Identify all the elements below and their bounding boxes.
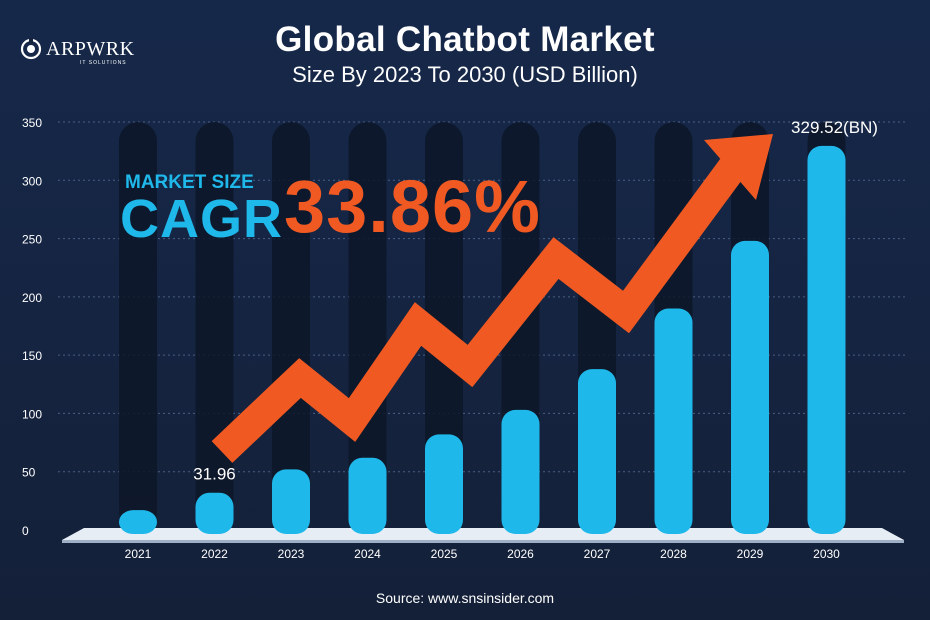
bar-2021: [119, 510, 157, 534]
bar-2028: [654, 308, 693, 534]
market-size-label: MARKET SIZE: [125, 172, 254, 193]
x-tick-label: 2025: [431, 547, 458, 561]
data-label: 31.96: [193, 465, 236, 484]
x-tick-label: 2027: [584, 547, 611, 561]
cagr-label: CAGR: [120, 189, 283, 249]
x-tick-label: 2021: [125, 547, 152, 561]
bar-2027: [578, 369, 616, 534]
trend-arrow-shaft: [211, 151, 751, 463]
y-tick-label: 100: [22, 407, 42, 421]
page-title: Global Chatbot Market: [275, 20, 655, 59]
x-tick-label: 2026: [507, 547, 534, 561]
axis-floor-edge: [62, 540, 904, 543]
x-tick-label: 2023: [278, 547, 305, 561]
logo: ARPWRK IT SOLUTIONS: [20, 38, 135, 66]
y-tick-label: 250: [22, 233, 42, 247]
bar-2030: [807, 145, 846, 534]
source-text: Source: www.snsinsider.com: [375, 590, 555, 606]
x-tick-label: 2022: [201, 547, 228, 561]
y-tick-label: 50: [22, 466, 36, 480]
y-tick-label: 200: [22, 291, 42, 305]
y-tick-label: 0: [22, 524, 29, 538]
axis-floor: [62, 528, 904, 540]
bar-track: [195, 122, 234, 530]
x-tick-label: 2024: [354, 547, 381, 561]
logo-icon: [20, 38, 42, 60]
bar-track: [272, 122, 310, 530]
x-tick-label: 2029: [737, 547, 764, 561]
y-tick-label: 150: [22, 349, 42, 363]
y-tick-label: 300: [22, 174, 42, 188]
cagr-value: 33.86%: [284, 165, 541, 248]
x-tick-label: 2028: [660, 547, 687, 561]
bar-2025: [425, 434, 463, 534]
y-tick-label: 350: [22, 116, 42, 130]
brand-name: ARPWRK: [46, 38, 135, 60]
bar-2024: [348, 457, 387, 534]
bar-2029: [731, 240, 769, 534]
trend-arrow-head: [704, 134, 773, 200]
data-label: 329.52(BN): [791, 118, 878, 137]
brand-tagline: IT SOLUTIONS: [80, 60, 127, 66]
bar-track: [119, 122, 157, 530]
page-subtitle: Size By 2023 To 2030 (USD Billion): [292, 62, 638, 87]
x-tick-label: 2030: [813, 547, 840, 561]
bar-2026: [501, 409, 540, 534]
bar-2022: [195, 492, 234, 534]
bar-2023: [272, 469, 310, 534]
